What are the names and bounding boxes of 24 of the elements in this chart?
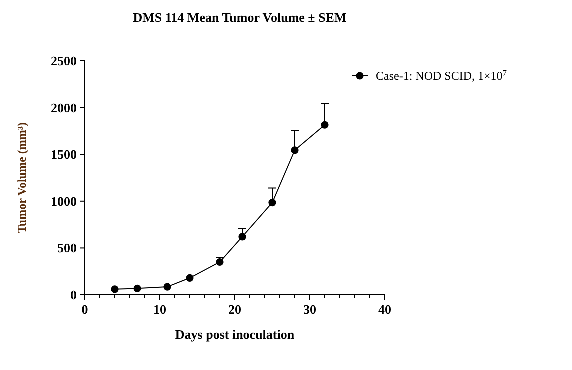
point <box>111 286 119 294</box>
point <box>291 146 299 154</box>
y-tick-label: 2500 <box>51 54 77 68</box>
x-tick-label: 30 <box>304 302 316 317</box>
point <box>216 258 224 266</box>
y-tick-label: 0 <box>70 288 77 302</box>
x-tick-label: 10 <box>154 302 166 317</box>
point <box>186 274 194 282</box>
y-axis-title: Tumor Volume (mm³) <box>15 122 29 234</box>
point <box>238 233 246 241</box>
y-tick-label: 2000 <box>51 100 77 116</box>
x-tick-label: 0 <box>82 302 88 317</box>
y-tick-label: 500 <box>58 240 77 256</box>
y-tick-label: 1500 <box>51 147 77 162</box>
chart-title: DMS 114 Mean Tumor Volume ± SEM <box>133 10 347 25</box>
legend-label: Case-1: NOD SCID, 1×10$^{7}$ <box>376 68 507 83</box>
x-axis-title: Days post inoculation <box>175 327 296 342</box>
x-tick-label: 20 <box>228 302 242 317</box>
point <box>268 199 276 207</box>
x-tick-label: 40 <box>378 302 392 317</box>
y-tick-label: 1000 <box>51 194 77 209</box>
point <box>321 121 329 129</box>
point <box>134 284 142 292</box>
point <box>164 283 172 291</box>
